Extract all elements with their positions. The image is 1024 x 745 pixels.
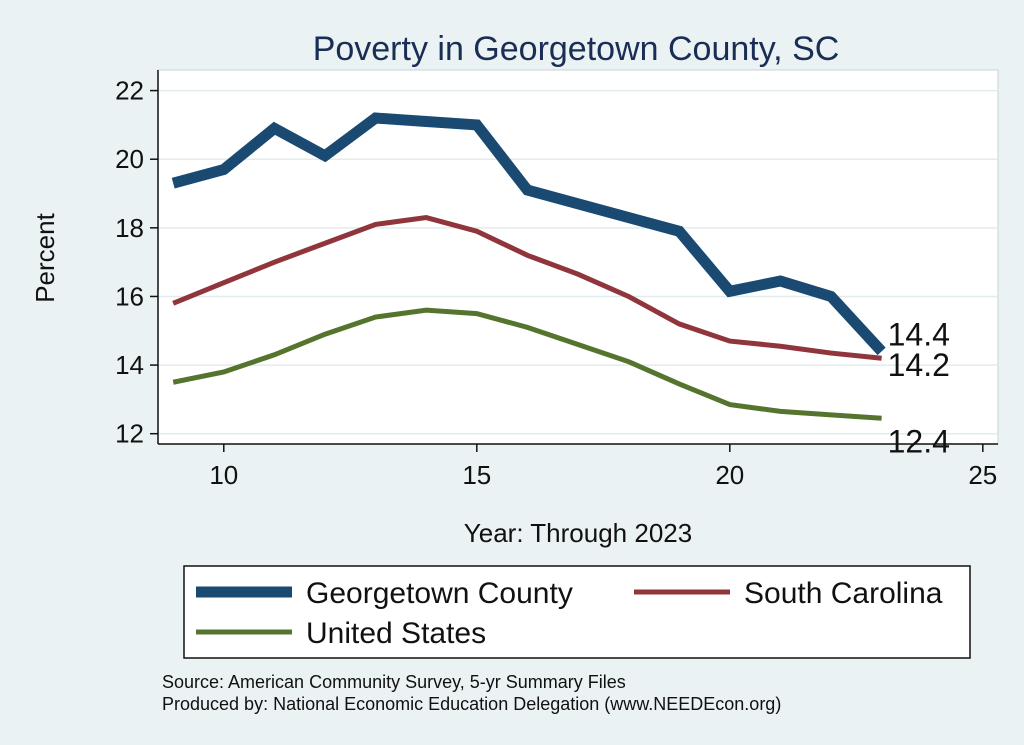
legend-label: South Carolina [744, 577, 943, 610]
y-tick-label: 16 [115, 281, 144, 311]
end-label-georgetown: 14.4 [888, 316, 950, 352]
x-ticks: 10 15 20 25 [209, 444, 997, 490]
chart-title: Poverty in Georgetown County, SC [313, 30, 840, 68]
legend-box [183, 565, 971, 659]
series-lines [171, 112, 886, 421]
gridlines [158, 89, 998, 435]
legend-item-georgetown: Georgetown County [196, 577, 573, 610]
series-line-south-carolina [172, 214, 882, 361]
x-tick-label: 15 [462, 460, 491, 490]
end-labels: 14.414.2 12.4 [888, 316, 950, 459]
legend-label: Georgetown County [306, 577, 573, 610]
legend-item-south-carolina: South Carolina [634, 577, 943, 610]
y-tick-label: 18 [115, 213, 144, 243]
y-tick-label: 14 [115, 350, 144, 380]
x-tick-label: 10 [209, 460, 238, 490]
x-tick-label: 20 [715, 460, 744, 490]
y-ticks: 12 14 16 18 20 22 [115, 76, 158, 449]
y-axis-label: Percent [30, 212, 60, 302]
x-tick-label: 25 [968, 460, 997, 490]
x-axis-label: Year: Through 2023 [464, 518, 692, 548]
y-tick-label: 12 [115, 419, 144, 449]
end-label-south-carolina: 14.2 [888, 347, 950, 383]
y-tick-label: 20 [115, 144, 144, 174]
axes [157, 70, 998, 445]
legend-label: United States [306, 617, 486, 650]
end-label-united-states: 12.4 [888, 423, 950, 459]
series-line-united-states [172, 307, 882, 421]
series-line-georgetown [171, 112, 886, 356]
producer-note: Produced by: National Economic Education… [162, 694, 781, 714]
plot-area [157, 69, 999, 445]
y-tick-label: 22 [115, 76, 144, 106]
source-note: Source: American Community Survey, 5-yr … [162, 672, 626, 692]
legend-item-united-states: United States [196, 617, 486, 650]
